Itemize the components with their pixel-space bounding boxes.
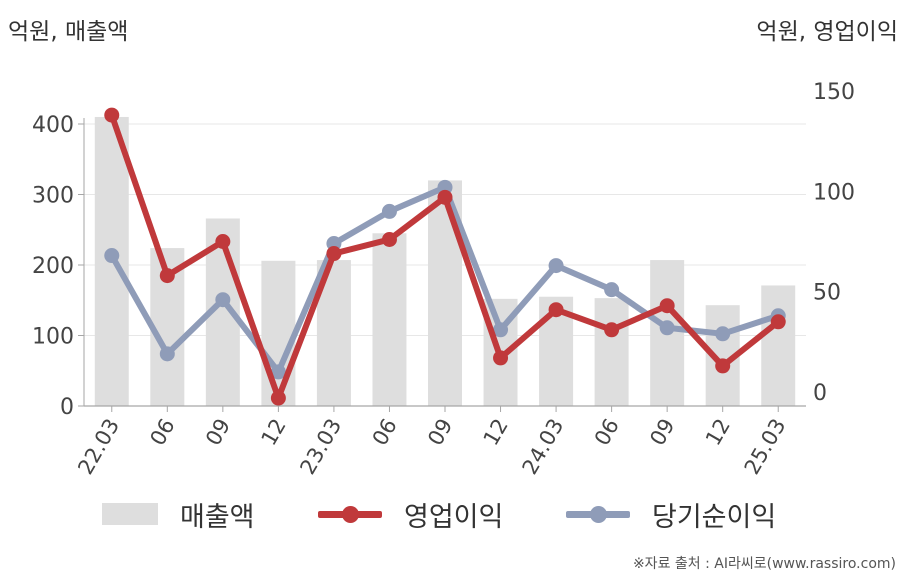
operating-profit-point: [770, 314, 786, 330]
y-left-tick-label: 300: [32, 184, 74, 209]
net-income-point: [104, 248, 120, 264]
x-tick-label: 09: [645, 415, 679, 450]
x-tick-label: 22.03: [73, 415, 124, 479]
y-left-tick-label: 100: [32, 325, 74, 350]
legend-label-operating-profit: 영업이익: [404, 501, 504, 533]
x-tick-label: 24.03: [518, 415, 569, 479]
x-tick-label: 25.03: [740, 415, 791, 479]
x-tick-label: 06: [368, 415, 402, 450]
operating-profit-point: [437, 189, 453, 205]
chart-legend: 매출액 영업이익 당기순이익: [0, 492, 908, 536]
operating-profit-point: [548, 302, 564, 318]
net-income-point: [159, 346, 175, 362]
legend-item-revenue: 매출액: [102, 492, 255, 536]
legend-swatch-revenue: [102, 503, 158, 525]
net-income-point: [215, 292, 231, 308]
operating-profit-point: [493, 350, 509, 366]
y-right-tick-label: 50: [813, 281, 841, 306]
y-right-tick-label: 150: [813, 80, 855, 105]
net-income-point: [270, 364, 286, 380]
operating-profit-point: [215, 234, 231, 249]
right-axis-unit: 억원, 영업이익: [756, 19, 898, 45]
x-tick-label: 23.03: [295, 415, 346, 479]
operating-profit-point: [326, 246, 342, 262]
legend-swatch-net-income: [566, 492, 630, 536]
operating-profit-point: [715, 358, 731, 374]
y-left-tick-label: 200: [32, 254, 74, 279]
x-tick-label: 06: [145, 415, 179, 450]
y-right-tick-label: 0: [813, 381, 827, 406]
x-tick-label: 12: [701, 415, 735, 450]
revenue-bar: [261, 260, 296, 406]
x-tick-label: 12: [257, 415, 291, 450]
operating-profit-point: [659, 298, 675, 314]
net-income-point: [659, 320, 675, 336]
x-tick-label: 09: [423, 415, 457, 450]
net-income-point: [493, 322, 509, 338]
operating-profit-point: [270, 390, 286, 406]
y-left-tick-label: 0: [60, 395, 74, 420]
operating-profit-point: [104, 107, 120, 123]
revenue-bar: [594, 298, 629, 406]
net-income-point: [715, 326, 731, 342]
revenue-bar: [372, 233, 407, 406]
operating-profit-point: [381, 231, 397, 247]
operating-profit-point: [159, 268, 175, 284]
x-tick-label: 12: [479, 415, 513, 450]
net-income-point: [604, 282, 620, 298]
revenue-bar: [761, 285, 796, 406]
source-note: ※자료 출처 : AI라씨로(www.rassiro.com): [632, 556, 896, 572]
y-left-tick-label: 400: [32, 113, 74, 138]
left-axis-unit: 억원, 매출액: [8, 19, 129, 45]
legend-item-net-income: 당기순이익: [566, 492, 776, 536]
net-income-point: [548, 258, 564, 274]
y-right-tick-label: 100: [813, 180, 855, 205]
legend-item-operating-profit: 영업이익: [318, 492, 503, 536]
legend-label-net-income: 당기순이익: [652, 501, 777, 533]
legend-label-revenue: 매출액: [180, 501, 255, 533]
net-income-point: [381, 203, 397, 219]
x-tick-label: 09: [201, 415, 235, 450]
operating-profit-point: [604, 322, 620, 338]
x-tick-label: 06: [590, 415, 624, 450]
legend-swatch-operating-profit: [318, 492, 382, 536]
